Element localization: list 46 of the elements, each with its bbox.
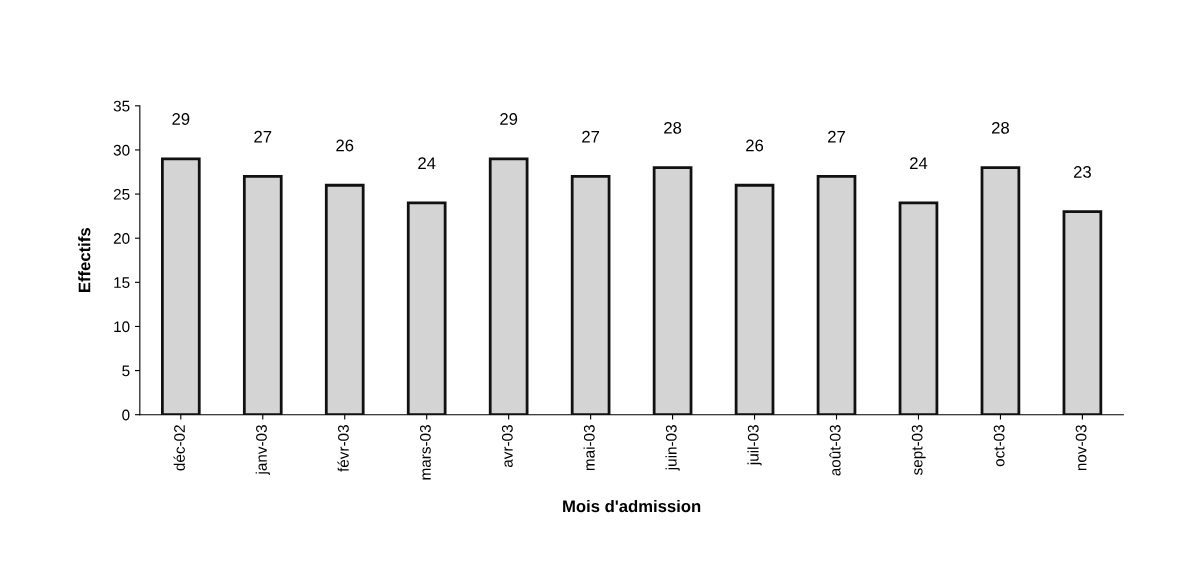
bar xyxy=(980,166,1021,415)
bar xyxy=(488,157,529,415)
bar xyxy=(324,183,365,415)
x-tick-label: oct-03 xyxy=(993,425,1005,467)
y-tick-label: 0 xyxy=(122,409,130,421)
bar xyxy=(242,175,283,415)
y-tick-label: 10 xyxy=(114,321,130,333)
x-tick-label: juil-03 xyxy=(747,425,762,466)
x-tick-label: août-03 xyxy=(829,425,841,476)
y-axis-title: Effectifs xyxy=(78,228,91,293)
x-axis-title: Mois d'admission xyxy=(563,499,701,513)
data-label: 28 xyxy=(992,121,1009,134)
y-tick-label: 15 xyxy=(114,277,130,289)
x-tick-label: avr-03 xyxy=(501,425,513,468)
bar xyxy=(406,201,447,415)
y-tick-label: 35 xyxy=(113,100,130,112)
data-label: 27 xyxy=(582,130,600,143)
data-label: 27 xyxy=(828,130,845,143)
y-tick-label: 5 xyxy=(122,365,130,377)
y-tick-label: 20 xyxy=(113,233,130,244)
data-label: 28 xyxy=(664,121,682,134)
x-tick-label: févr-03 xyxy=(337,425,349,472)
y-tick-label: 30 xyxy=(113,144,130,156)
x-tick-label: sept-03 xyxy=(911,425,926,475)
data-label: 24 xyxy=(910,157,928,169)
bar xyxy=(652,166,693,415)
data-label: 29 xyxy=(500,113,518,125)
x-tick-label: mars-03 xyxy=(419,425,431,480)
y-tick-label: 25 xyxy=(113,188,130,200)
x-tick-label: janv-03 xyxy=(255,425,270,475)
x-tick-label: nov-03 xyxy=(1075,425,1087,471)
data-label: 26 xyxy=(336,139,354,152)
data-label: 24 xyxy=(418,157,436,169)
x-tick-label: mai-03 xyxy=(583,425,595,471)
x-tick-label: déc-02 xyxy=(173,425,185,471)
bar xyxy=(160,157,201,415)
bar xyxy=(570,175,611,415)
bar xyxy=(734,183,775,415)
bar xyxy=(1062,210,1103,415)
x-tick-label: juin-03 xyxy=(665,425,680,471)
data-label: 29 xyxy=(172,113,190,125)
data-label: 23 xyxy=(1073,166,1091,178)
bar xyxy=(898,201,939,415)
bar xyxy=(816,175,857,415)
data-label: 26 xyxy=(746,139,764,152)
data-label: 27 xyxy=(254,130,272,143)
